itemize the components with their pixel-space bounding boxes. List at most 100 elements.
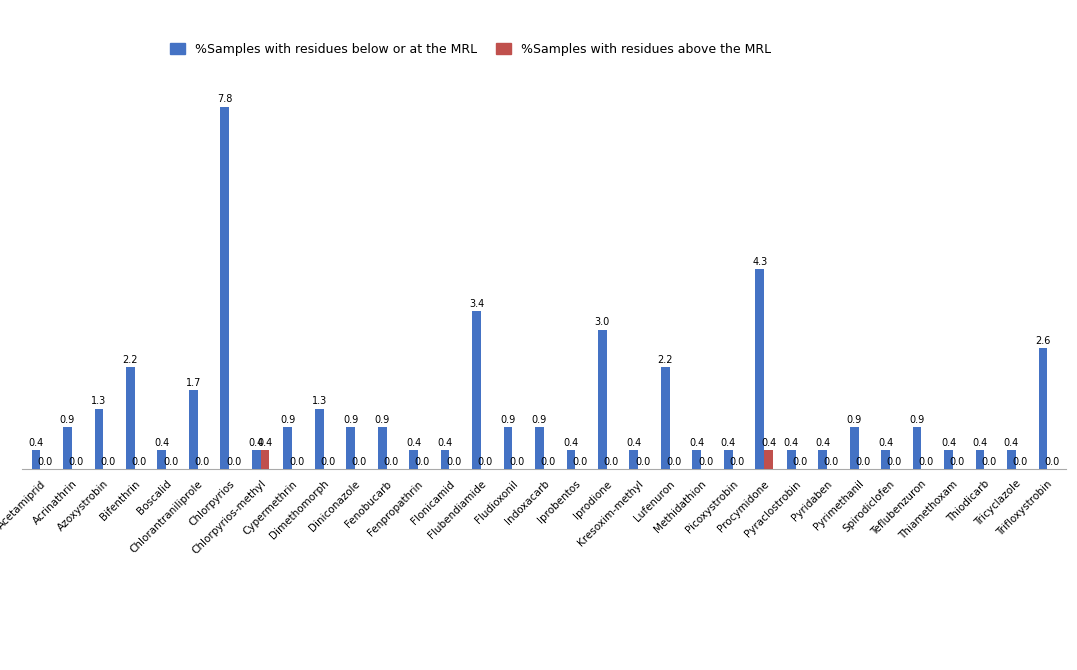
- Text: 0.9: 0.9: [280, 415, 295, 425]
- Text: 0.4: 0.4: [1004, 438, 1019, 448]
- Text: 0.4: 0.4: [257, 438, 272, 448]
- Text: 2.2: 2.2: [123, 354, 138, 364]
- Text: 0.0: 0.0: [446, 457, 462, 467]
- Text: 0.4: 0.4: [941, 438, 956, 448]
- Text: 0.0: 0.0: [478, 457, 493, 467]
- Bar: [850, 427, 858, 469]
- Text: 0.4: 0.4: [154, 438, 169, 448]
- Text: 0.4: 0.4: [249, 438, 264, 448]
- Bar: [881, 450, 890, 469]
- Bar: [787, 450, 796, 469]
- Text: 4.3: 4.3: [752, 257, 768, 267]
- Text: 0.0: 0.0: [824, 457, 839, 467]
- Bar: [567, 450, 575, 469]
- Text: 0.4: 0.4: [973, 438, 988, 448]
- Bar: [724, 450, 732, 469]
- Bar: [252, 450, 261, 469]
- Text: 0.0: 0.0: [69, 457, 84, 467]
- Bar: [765, 450, 773, 469]
- Text: 0.9: 0.9: [501, 415, 516, 425]
- Text: 2.6: 2.6: [1035, 336, 1051, 346]
- Text: 0.0: 0.0: [698, 457, 713, 467]
- Bar: [472, 311, 481, 469]
- Text: 0.9: 0.9: [847, 415, 862, 425]
- Text: 0.0: 0.0: [352, 457, 367, 467]
- Bar: [598, 330, 606, 469]
- Text: 0.0: 0.0: [855, 457, 870, 467]
- Text: 0.9: 0.9: [375, 415, 390, 425]
- Bar: [1038, 348, 1047, 469]
- Text: 0.4: 0.4: [28, 438, 44, 448]
- Text: 0.0: 0.0: [635, 457, 651, 467]
- Bar: [976, 450, 984, 469]
- Text: 0.4: 0.4: [784, 438, 799, 448]
- Text: 0.0: 0.0: [919, 457, 934, 467]
- Bar: [31, 450, 41, 469]
- Bar: [95, 409, 103, 469]
- Text: 0.9: 0.9: [909, 415, 925, 425]
- Text: 0.4: 0.4: [721, 438, 736, 448]
- Text: 0.0: 0.0: [289, 457, 304, 467]
- Text: 0.0: 0.0: [950, 457, 965, 467]
- Text: 0.4: 0.4: [406, 438, 421, 448]
- Text: 0.0: 0.0: [572, 457, 587, 467]
- Text: 0.0: 0.0: [383, 457, 398, 467]
- Text: 1.3: 1.3: [311, 396, 326, 406]
- Bar: [283, 427, 292, 469]
- Text: 2.2: 2.2: [658, 354, 673, 364]
- Text: 0.0: 0.0: [100, 457, 115, 467]
- Text: 0.4: 0.4: [437, 438, 452, 448]
- Text: 0.4: 0.4: [689, 438, 704, 448]
- Text: 0.0: 0.0: [793, 457, 808, 467]
- Text: 0.0: 0.0: [320, 457, 336, 467]
- Bar: [535, 427, 544, 469]
- Bar: [64, 427, 72, 469]
- Text: 0.0: 0.0: [38, 457, 53, 467]
- Text: 1.7: 1.7: [185, 378, 201, 388]
- Text: 0.0: 0.0: [131, 457, 146, 467]
- Text: 0.0: 0.0: [886, 457, 903, 467]
- Text: 0.0: 0.0: [541, 457, 556, 467]
- Bar: [504, 427, 513, 469]
- Bar: [819, 450, 827, 469]
- Bar: [378, 427, 387, 469]
- Bar: [261, 450, 269, 469]
- Text: 0.4: 0.4: [815, 438, 830, 448]
- Bar: [126, 367, 135, 469]
- Bar: [221, 107, 229, 469]
- Text: 0.9: 0.9: [532, 415, 547, 425]
- Text: 1.3: 1.3: [92, 396, 107, 406]
- Bar: [157, 450, 166, 469]
- Text: 0.0: 0.0: [509, 457, 524, 467]
- Text: 0.0: 0.0: [163, 457, 179, 467]
- Bar: [661, 367, 670, 469]
- Bar: [440, 450, 449, 469]
- Text: 7.8: 7.8: [218, 94, 233, 105]
- Text: 0.4: 0.4: [761, 438, 777, 448]
- Text: 0.9: 0.9: [60, 415, 75, 425]
- Text: 0.0: 0.0: [195, 457, 210, 467]
- Text: 3.0: 3.0: [595, 318, 610, 328]
- Text: 3.4: 3.4: [468, 299, 485, 309]
- Text: 0.0: 0.0: [729, 457, 744, 467]
- Text: 0.4: 0.4: [626, 438, 642, 448]
- Bar: [314, 409, 323, 469]
- Bar: [347, 427, 355, 469]
- Bar: [693, 450, 701, 469]
- Text: 0.4: 0.4: [878, 438, 893, 448]
- Text: 0.0: 0.0: [226, 457, 241, 467]
- Text: 0.0: 0.0: [603, 457, 619, 467]
- Text: 0.0: 0.0: [1044, 457, 1060, 467]
- Legend: %Samples with residues below or at the MRL, %Samples with residues above the MRL: %Samples with residues below or at the M…: [165, 38, 777, 61]
- Bar: [912, 427, 922, 469]
- Bar: [945, 450, 953, 469]
- Bar: [629, 450, 639, 469]
- Bar: [1007, 450, 1016, 469]
- Text: 0.0: 0.0: [1012, 457, 1027, 467]
- Text: 0.0: 0.0: [415, 457, 430, 467]
- Text: 0.0: 0.0: [667, 457, 682, 467]
- Text: 0.4: 0.4: [563, 438, 578, 448]
- Text: 0.0: 0.0: [981, 457, 996, 467]
- Text: 0.9: 0.9: [344, 415, 359, 425]
- Bar: [409, 450, 418, 469]
